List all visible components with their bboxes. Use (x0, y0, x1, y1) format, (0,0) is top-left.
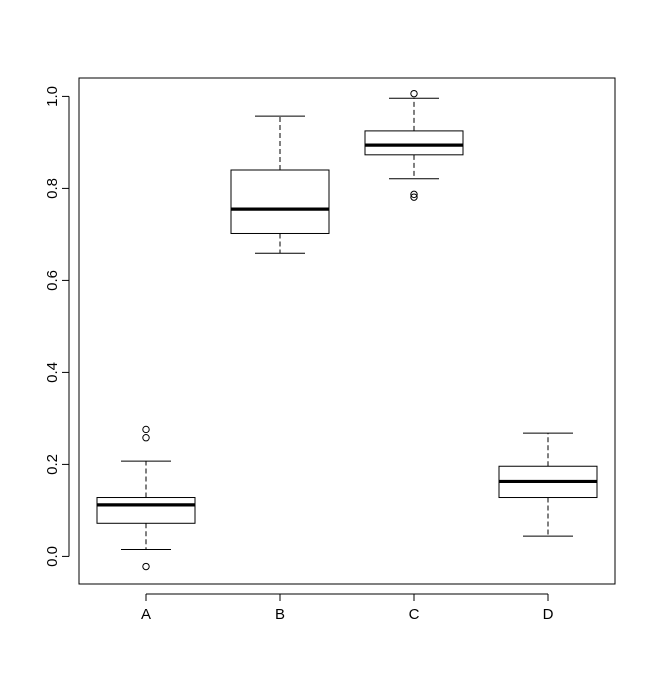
y-tick-label: 0.0 (44, 546, 61, 567)
x-axis: A B C D (141, 593, 554, 623)
box-b (230, 169, 330, 234)
y-tick-label: 0.4 (44, 362, 61, 383)
y-tick-label: 0.2 (44, 454, 61, 475)
outlier-c (410, 193, 418, 201)
outlier-a (142, 562, 150, 571)
plot-frame (78, 77, 616, 585)
y-tick-label: 1.0 (44, 86, 61, 107)
x-tick-label: B (275, 606, 285, 623)
outlier-a (142, 434, 150, 442)
x-tick-label: D (543, 606, 554, 623)
outlier-a (142, 425, 150, 434)
outlier-c (410, 190, 418, 199)
box-a (96, 497, 196, 524)
y-tick-label: 0.8 (44, 178, 61, 199)
outlier-c (410, 89, 418, 98)
x-tick-label: C (409, 606, 420, 623)
x-tick-label: A (141, 606, 151, 623)
boxes (96, 89, 598, 571)
y-axis: 0.0 0.2 0.4 0.6 0.8 1.0 (44, 86, 70, 567)
box-c (364, 130, 464, 156)
y-tick-label: 0.6 (44, 270, 61, 291)
